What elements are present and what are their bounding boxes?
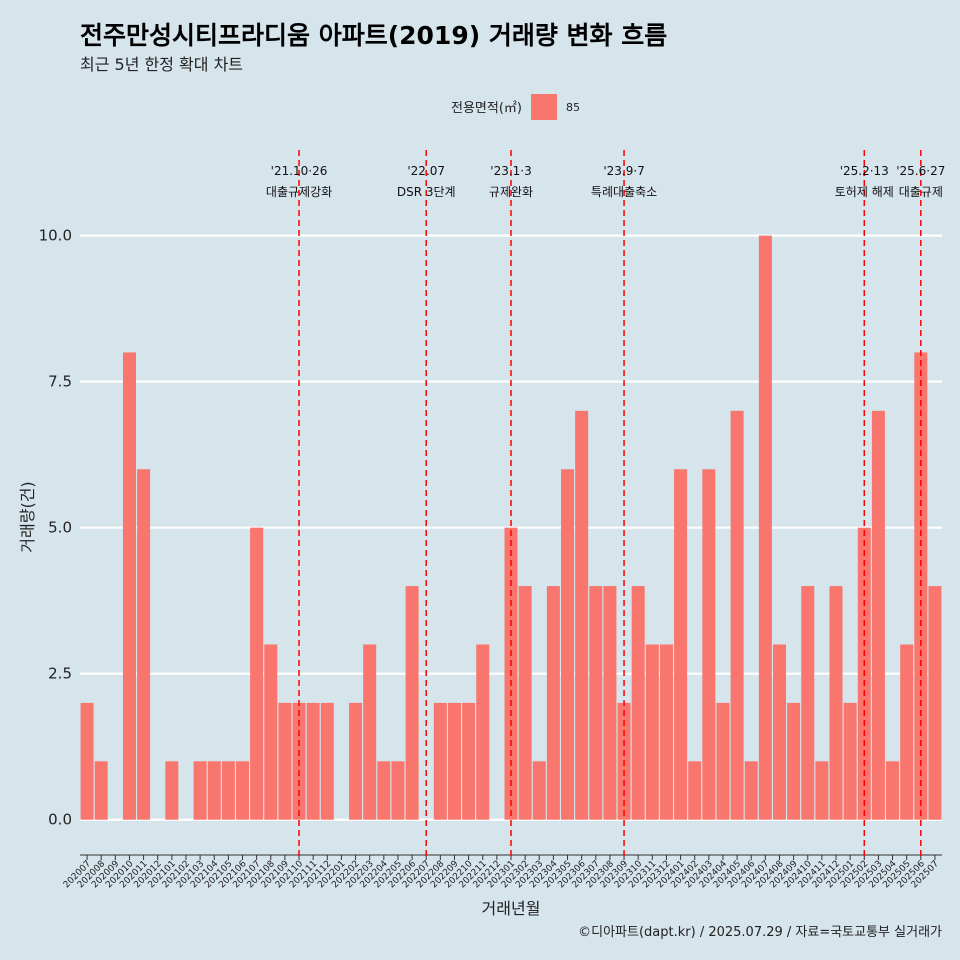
bar-202404	[716, 702, 730, 820]
bar-202305	[561, 469, 575, 820]
bar-202109	[278, 702, 292, 820]
bar-202106	[236, 761, 250, 820]
bar-202111	[306, 702, 320, 820]
bar-202412	[829, 586, 843, 820]
bar-202401	[674, 469, 688, 820]
bar-202202	[349, 702, 363, 820]
y-tick-label: 10.0	[39, 227, 72, 245]
y-tick-label: 5.0	[48, 519, 72, 537]
bar-202507	[928, 586, 942, 820]
legend-label-85: 85	[566, 101, 580, 114]
event-label: DSR 3단계	[397, 185, 456, 199]
legend: 전용면적(㎡) 85	[451, 94, 580, 120]
legend-swatch	[531, 94, 557, 120]
y-tick-label: 7.5	[48, 373, 72, 391]
legend-title: 전용면적(㎡)	[451, 101, 522, 116]
bar-202409	[787, 702, 801, 820]
bar-202007	[80, 702, 94, 820]
event-label: 특례대출축소	[591, 185, 657, 199]
bar-202011	[137, 469, 151, 820]
bar-202306	[575, 410, 589, 820]
bar-202403	[702, 469, 716, 820]
bar-202008	[94, 761, 108, 820]
bar-202211	[476, 644, 490, 820]
bar-202103	[193, 761, 207, 820]
bar-202405	[730, 410, 744, 820]
event-label: 규제완화	[489, 185, 533, 199]
y-tick-label: 2.5	[48, 665, 72, 683]
bar-202504	[886, 761, 900, 820]
bar-202505	[900, 644, 914, 820]
event-date: '23.9·7	[603, 164, 644, 178]
y-axis-title: 거래량(건)	[18, 481, 37, 552]
bar-202107	[250, 527, 264, 820]
bar-202406	[744, 761, 758, 820]
plot-area: 0.02.55.07.510.0202007202008202009202010…	[39, 150, 945, 890]
bar-202408	[772, 644, 786, 820]
event-date: '22.07	[407, 164, 445, 178]
bar-202108	[264, 644, 278, 820]
bar-202112	[320, 702, 334, 820]
bar-202302	[518, 586, 532, 820]
bar-202303	[532, 761, 546, 820]
bar-202010	[122, 352, 136, 820]
event-date: '21.10·26	[271, 164, 328, 178]
bar-202210	[462, 702, 476, 820]
y-tick-label: 0.0	[48, 811, 72, 829]
bar-202503	[871, 410, 885, 820]
bar-202206	[405, 586, 419, 820]
event-date: '25.6·27	[896, 164, 945, 178]
bar-202209	[447, 702, 461, 820]
bar-202105	[221, 761, 235, 820]
bar-202310	[631, 586, 645, 820]
bar-202411	[815, 761, 829, 820]
bar-202101	[165, 761, 179, 820]
x-axis-title: 거래년월	[482, 899, 541, 918]
event-date: '25.2·13	[840, 164, 889, 178]
bar-202501	[843, 702, 857, 820]
chart-subtitle: 최근 5년 한정 확대 차트	[80, 55, 243, 74]
event-label: 토허제 해제	[835, 185, 894, 199]
bar-202311	[645, 644, 659, 820]
bar-202307	[589, 586, 603, 820]
bar-202204	[377, 761, 391, 820]
bar-202402	[688, 761, 702, 820]
bar-202205	[391, 761, 405, 820]
bar-202104	[207, 761, 221, 820]
bar-202203	[363, 644, 377, 820]
bar-202208	[433, 702, 447, 820]
event-label: 대출규제	[899, 185, 943, 199]
bar-202312	[659, 644, 673, 820]
bar-202407	[758, 235, 772, 820]
bar-202506	[914, 352, 928, 820]
caption: ©디아파트(dapt.kr) / 2025.07.29 / 자료=국토교통부 실…	[578, 925, 942, 940]
bar-202308	[603, 586, 617, 820]
chart-title: 전주만성시티프라디움 아파트(2019) 거래량 변화 흐름	[80, 21, 667, 50]
bar-202304	[546, 586, 560, 820]
bar-202410	[801, 586, 815, 820]
event-label: 대출규제강화	[266, 185, 332, 199]
event-date: '23.1·3	[490, 164, 531, 178]
